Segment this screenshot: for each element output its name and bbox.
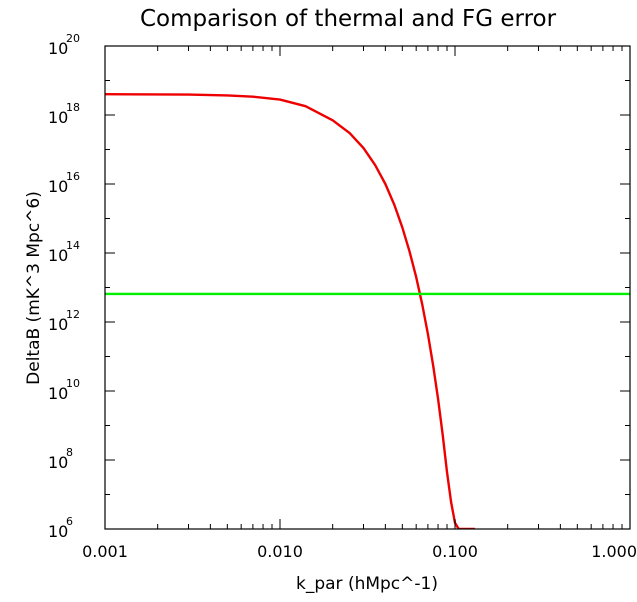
y-tick-label: 106: [48, 515, 73, 541]
plot-lines: [105, 93, 630, 529]
y-tick-label: 108: [48, 446, 73, 472]
series-line-1: [105, 93, 475, 529]
y-tick-base: 10: [48, 453, 68, 472]
y-tick-exponent: 6: [66, 515, 73, 528]
x-tick-label: 1.000: [591, 542, 637, 561]
x-tick-label: 0.001: [82, 542, 128, 561]
x-ticks: 0.001 0.010 0.100 1.000: [82, 46, 637, 561]
y-tick-exponent: 14: [66, 239, 80, 252]
y-axis-label: DeltaB (mK^3 Mpc^6): [24, 191, 44, 385]
x-tick-label: 0.010: [257, 542, 303, 561]
y-tick-exponent: 20: [66, 32, 80, 45]
y-tick-exponent: 10: [66, 377, 80, 390]
y-tick-exponent: 16: [66, 170, 80, 183]
y-tick-exponent: 18: [66, 101, 80, 114]
y-tick-exponent: 12: [66, 308, 80, 321]
y-tick-base: 10: [48, 384, 68, 403]
y-tick-base: 10: [48, 108, 68, 127]
x-axis-label: k_par (hMpc^-1): [296, 574, 438, 594]
chart-title: Comparison of thermal and FG error: [140, 6, 557, 32]
y-tick-base: 10: [48, 246, 68, 265]
y-tick-base: 10: [48, 315, 68, 334]
x-tick-label: 0.100: [432, 542, 478, 561]
plot-frame: [104, 45, 631, 530]
y-tick-base: 10: [48, 522, 68, 541]
y-tick-base: 10: [48, 39, 68, 58]
y-tick-base: 10: [48, 177, 68, 196]
y-tick-exponent: 8: [66, 446, 73, 459]
